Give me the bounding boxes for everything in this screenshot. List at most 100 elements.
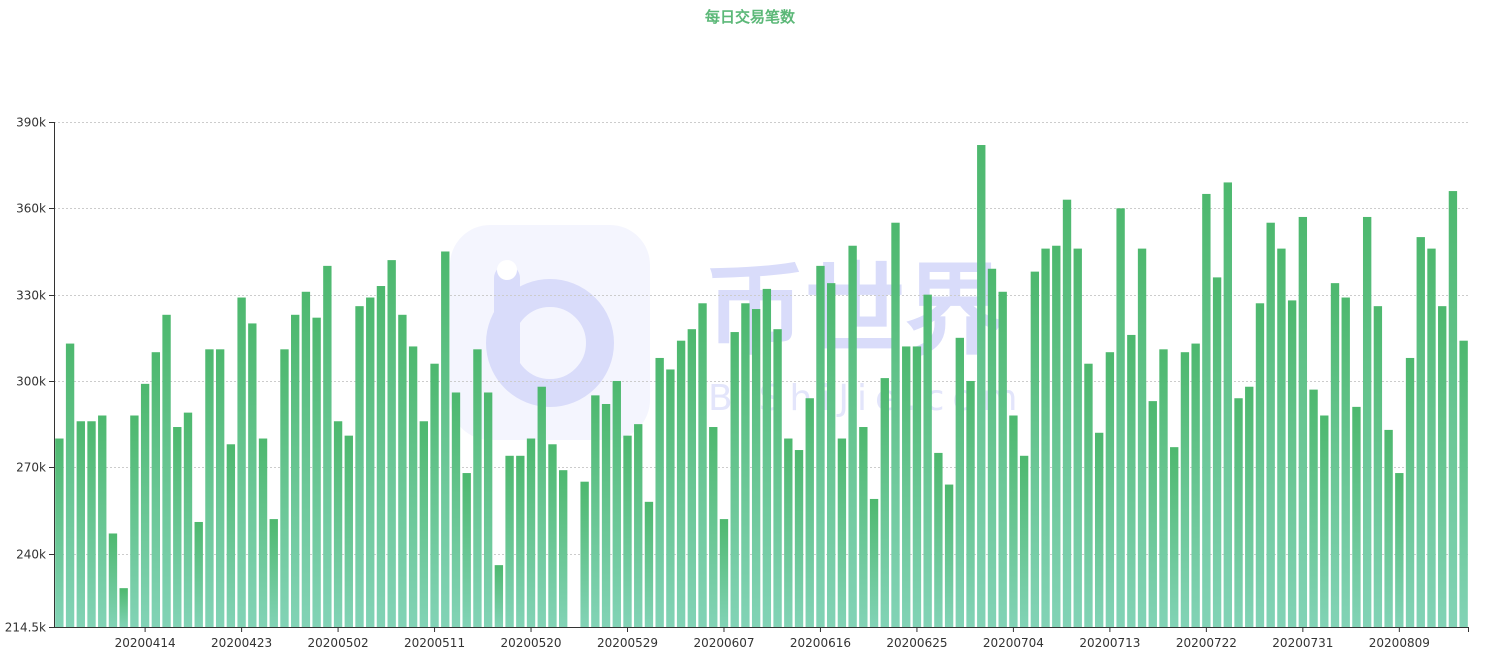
- bar[interactable]: [1137, 248, 1147, 627]
- bar[interactable]: [1202, 193, 1211, 627]
- bar[interactable]: [773, 329, 782, 627]
- bar[interactable]: [1459, 340, 1468, 627]
- bar[interactable]: [784, 438, 793, 627]
- bar[interactable]: [719, 519, 729, 627]
- bar[interactable]: [1127, 334, 1136, 627]
- bar[interactable]: [408, 346, 418, 627]
- bar[interactable]: [215, 349, 225, 627]
- bar[interactable]: [826, 283, 836, 627]
- bar[interactable]: [1009, 415, 1018, 627]
- bar[interactable]: [355, 306, 364, 627]
- bar[interactable]: [805, 398, 814, 627]
- bar[interactable]: [280, 349, 289, 627]
- bar[interactable]: [1234, 398, 1243, 627]
- bar[interactable]: [1084, 363, 1093, 627]
- bar[interactable]: [516, 455, 525, 627]
- bar[interactable]: [1159, 349, 1168, 627]
- bar[interactable]: [258, 438, 268, 627]
- bar[interactable]: [1041, 248, 1050, 627]
- bar[interactable]: [977, 145, 986, 627]
- bar[interactable]: [1062, 199, 1072, 627]
- bar[interactable]: [473, 349, 482, 627]
- bar[interactable]: [430, 363, 439, 627]
- bar[interactable]: [76, 421, 85, 627]
- bar[interactable]: [441, 251, 450, 627]
- bar[interactable]: [451, 392, 461, 627]
- bar[interactable]: [205, 349, 214, 627]
- bar[interactable]: [559, 470, 568, 627]
- bar[interactable]: [65, 343, 75, 627]
- bar[interactable]: [676, 340, 686, 627]
- bar[interactable]: [173, 427, 182, 627]
- bar[interactable]: [1170, 447, 1179, 627]
- bar[interactable]: [248, 323, 257, 627]
- bar[interactable]: [1405, 357, 1415, 627]
- bar[interactable]: [580, 481, 589, 627]
- bar[interactable]: [1330, 283, 1340, 627]
- bar[interactable]: [1030, 271, 1040, 627]
- bar[interactable]: [1438, 306, 1447, 627]
- bar[interactable]: [955, 337, 964, 627]
- bar[interactable]: [1266, 222, 1275, 627]
- bar[interactable]: [934, 452, 943, 627]
- bar[interactable]: [376, 286, 386, 627]
- bar[interactable]: [1427, 248, 1436, 627]
- bar[interactable]: [1019, 455, 1029, 627]
- bar[interactable]: [1298, 216, 1308, 627]
- bar[interactable]: [762, 288, 772, 627]
- bar[interactable]: [1362, 216, 1372, 627]
- bar[interactable]: [644, 501, 654, 627]
- bar[interactable]: [1352, 406, 1361, 627]
- bar[interactable]: [655, 357, 664, 627]
- bar[interactable]: [312, 317, 321, 627]
- bar[interactable]: [987, 268, 997, 627]
- bar[interactable]: [612, 380, 621, 627]
- bar[interactable]: [794, 450, 804, 627]
- bar[interactable]: [194, 521, 203, 627]
- bar[interactable]: [1105, 352, 1115, 627]
- bar[interactable]: [687, 329, 697, 627]
- bar[interactable]: [666, 369, 675, 627]
- bar[interactable]: [902, 346, 911, 627]
- bar[interactable]: [634, 424, 643, 627]
- bar[interactable]: [526, 438, 536, 627]
- bar[interactable]: [1416, 237, 1425, 627]
- bar[interactable]: [1073, 248, 1082, 627]
- bar[interactable]: [1191, 343, 1200, 627]
- bar[interactable]: [1245, 386, 1254, 627]
- bar[interactable]: [333, 421, 343, 627]
- bar[interactable]: [623, 435, 632, 627]
- bar[interactable]: [730, 332, 739, 627]
- bar[interactable]: [923, 294, 932, 627]
- bar[interactable]: [880, 378, 889, 627]
- bar[interactable]: [387, 260, 396, 627]
- bar[interactable]: [323, 265, 332, 627]
- bar[interactable]: [183, 412, 193, 627]
- bar[interactable]: [1180, 352, 1190, 627]
- bar[interactable]: [87, 421, 96, 627]
- bar[interactable]: [998, 291, 1007, 627]
- bar[interactable]: [291, 314, 300, 627]
- bar[interactable]: [912, 346, 922, 627]
- bar[interactable]: [944, 484, 954, 627]
- bar[interactable]: [398, 314, 407, 627]
- bar[interactable]: [698, 303, 707, 627]
- bar[interactable]: [494, 565, 504, 627]
- bar[interactable]: [269, 519, 278, 627]
- bar[interactable]: [237, 297, 246, 627]
- bar[interactable]: [548, 444, 557, 627]
- bar[interactable]: [1341, 297, 1350, 627]
- bar[interactable]: [55, 438, 64, 627]
- bar[interactable]: [751, 309, 761, 627]
- bar[interactable]: [601, 403, 611, 627]
- bar[interactable]: [1320, 415, 1329, 627]
- bar[interactable]: [1094, 432, 1104, 627]
- bar[interactable]: [709, 427, 718, 627]
- bar[interactable]: [1148, 401, 1157, 627]
- bar[interactable]: [837, 438, 847, 627]
- bar[interactable]: [1373, 306, 1383, 627]
- bar[interactable]: [1212, 277, 1222, 627]
- bar[interactable]: [848, 245, 857, 628]
- bar[interactable]: [741, 303, 750, 627]
- bar[interactable]: [1448, 191, 1458, 628]
